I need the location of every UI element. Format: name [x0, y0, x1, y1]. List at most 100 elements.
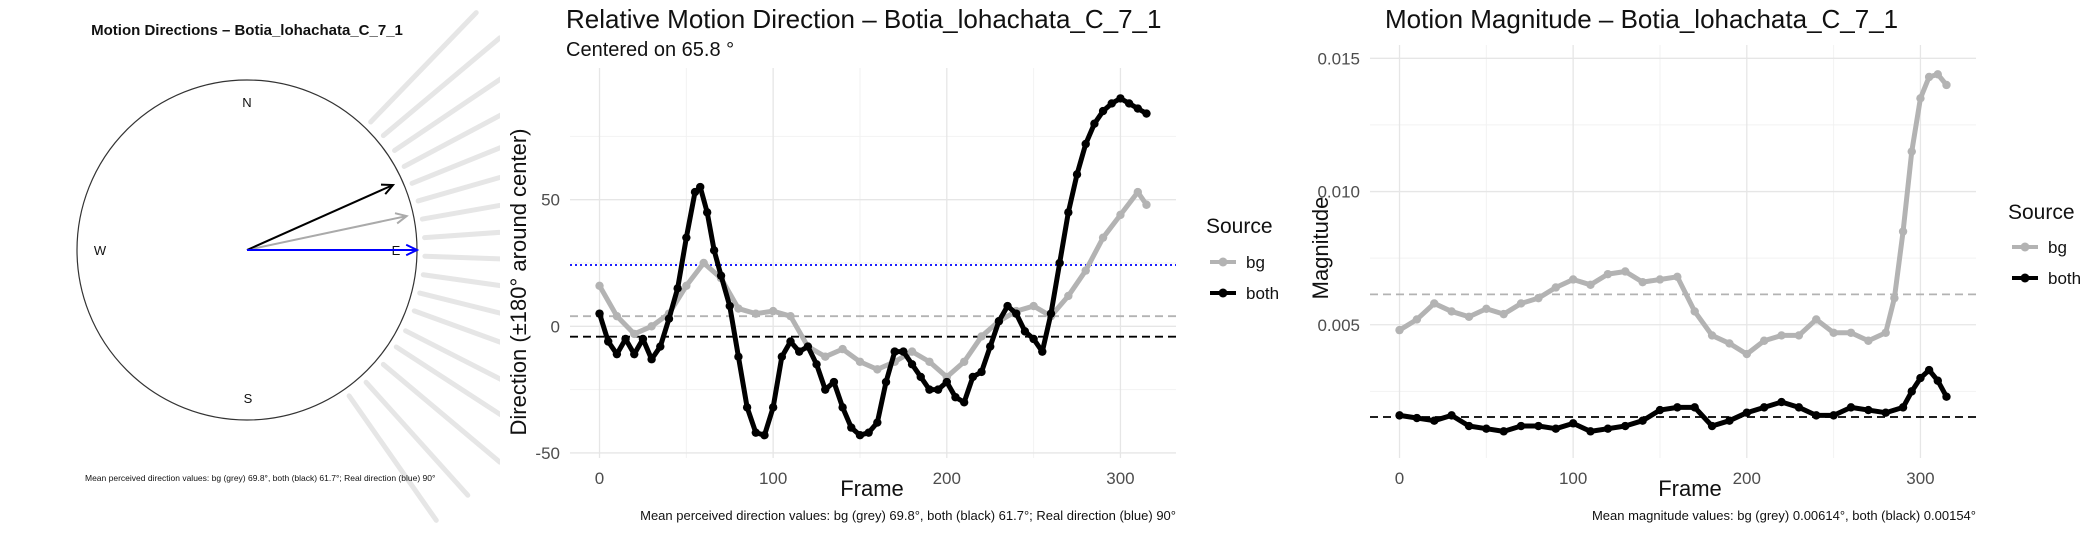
point-both [1516, 421, 1526, 431]
legend-bg-point [2020, 242, 2030, 252]
magnitude-grid [1370, 45, 1976, 458]
point-bg [1890, 293, 1899, 303]
point-bg [855, 357, 865, 366]
point-both [968, 372, 978, 382]
point-bg [1142, 200, 1151, 209]
point-bg [1412, 315, 1422, 324]
point-both [1864, 405, 1873, 415]
point-both [682, 233, 691, 242]
magnitude-xlabel: Frame [1658, 476, 1722, 501]
point-both [890, 347, 899, 356]
point-bg [1116, 210, 1125, 220]
point-bg [821, 352, 830, 361]
point-both [1064, 208, 1073, 217]
point-both [1072, 170, 1082, 179]
rose-spoke-15 [380, 35, 503, 139]
magnitude-hlines [1370, 293, 1976, 418]
point-both [1020, 327, 1030, 336]
series-bg [1395, 70, 1951, 359]
point-bg [751, 309, 760, 318]
compass-label-n: N [242, 95, 251, 110]
point-both [1794, 403, 1804, 412]
point-both [604, 337, 613, 346]
point-bg [1794, 331, 1804, 340]
point-both [709, 246, 719, 255]
x-tick-label: 0 [595, 469, 604, 488]
point-both [673, 284, 682, 293]
point-bg [1586, 280, 1595, 290]
point-both [630, 349, 639, 359]
y-tick-label: 0 [551, 317, 560, 336]
x-tick-label: 0 [1395, 469, 1404, 488]
direction-legend-both: both [1246, 284, 1279, 303]
point-bg [925, 357, 934, 366]
point-both [702, 208, 712, 217]
point-both [855, 431, 865, 440]
point-both [1107, 99, 1116, 108]
direction-ticks: 0 100 200 300 -50 0 50 [535, 191, 1134, 488]
point-both [696, 182, 705, 192]
rose-spoke-2 [380, 361, 503, 465]
point-both [838, 403, 847, 412]
polar-panel: Motion Directions – Botia_lohachata_C_7_… [0, 0, 580, 533]
series-both [1395, 365, 1951, 436]
point-both [1038, 347, 1047, 356]
point-both [1081, 139, 1090, 149]
series-both [595, 94, 1151, 440]
rose-spoke-14 [392, 62, 524, 153]
magnitude-ylabel: Magnitude [1310, 197, 1333, 300]
point-bg [1829, 328, 1838, 337]
point-bg [1081, 266, 1090, 275]
point-bg [1516, 299, 1526, 308]
point-bg [1690, 307, 1699, 316]
point-both [1621, 421, 1630, 431]
x-tick-label: 300 [1106, 469, 1134, 488]
point-bg [734, 304, 743, 313]
point-bg [1864, 336, 1873, 345]
point-both [1551, 424, 1560, 433]
point-both [829, 377, 839, 387]
compass-label-w: W [94, 243, 107, 258]
point-both [1412, 413, 1422, 423]
magnitude-title: Motion Magnitude – Botia_lohachata_C_7_1 [1385, 4, 1898, 34]
point-both [786, 337, 795, 346]
point-both [959, 398, 969, 407]
polar-arrows [246, 183, 420, 257]
y-tick-label: 0.015 [1317, 49, 1360, 68]
point-both [1812, 411, 1821, 420]
point-both [1690, 403, 1699, 412]
point-both [647, 355, 656, 364]
direction-ylabel: Direction (±180° around center) [506, 128, 531, 435]
point-both [612, 349, 622, 359]
point-both [1029, 334, 1038, 344]
point-both [1055, 258, 1064, 268]
point-both [942, 377, 951, 387]
point-bg [1759, 336, 1769, 345]
point-bg [1777, 331, 1786, 340]
legend-bg-point [1218, 257, 1228, 267]
point-both [656, 342, 665, 351]
point-both [1568, 419, 1578, 428]
rose-spoke-16 [368, 10, 479, 125]
point-both [742, 403, 752, 412]
polar-caption: Mean perceived direction values: bg (gre… [85, 473, 435, 483]
point-bg [1621, 267, 1630, 276]
polar-rose [346, 10, 580, 523]
point-both [1742, 408, 1751, 417]
point-both [803, 342, 813, 351]
point-both [933, 385, 943, 394]
magnitude-ticks: 0 100 200 300 0.005 0.010 0.015 [1317, 49, 1934, 488]
direction-panel: Relative Motion Direction – Botia_lohach… [500, 0, 1310, 533]
point-both [621, 334, 630, 344]
point-bg [1725, 339, 1734, 348]
point-both [847, 423, 856, 432]
series-line-both [597, 95, 1149, 438]
point-bg [786, 311, 795, 321]
point-both [1725, 416, 1734, 425]
magnitude-legend-title: Source [2008, 201, 2075, 224]
point-bg [1942, 80, 1951, 90]
point-both [1942, 392, 1951, 401]
direction-legend-bg: bg [1246, 253, 1265, 272]
point-both [1012, 309, 1021, 318]
point-both [768, 403, 778, 412]
